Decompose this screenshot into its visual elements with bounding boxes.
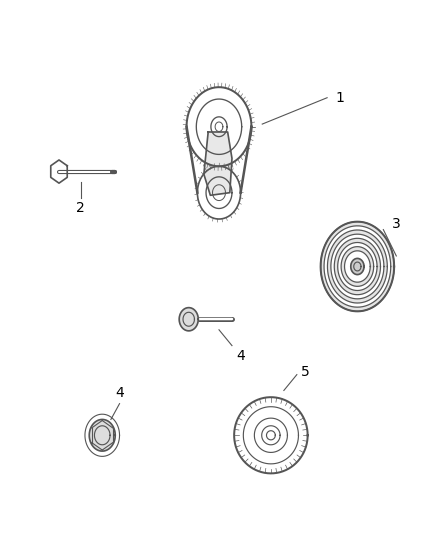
- Text: 4: 4: [115, 386, 124, 400]
- Polygon shape: [204, 132, 232, 195]
- Polygon shape: [328, 230, 387, 303]
- Text: 5: 5: [301, 365, 310, 379]
- Polygon shape: [351, 259, 364, 274]
- Polygon shape: [321, 222, 394, 311]
- Text: 2: 2: [76, 201, 85, 215]
- Polygon shape: [179, 308, 198, 331]
- Text: 4: 4: [236, 349, 245, 363]
- Polygon shape: [334, 238, 381, 295]
- Polygon shape: [89, 419, 115, 451]
- Text: 1: 1: [336, 91, 345, 104]
- Polygon shape: [266, 431, 276, 440]
- Text: 3: 3: [392, 217, 401, 231]
- Polygon shape: [341, 247, 374, 286]
